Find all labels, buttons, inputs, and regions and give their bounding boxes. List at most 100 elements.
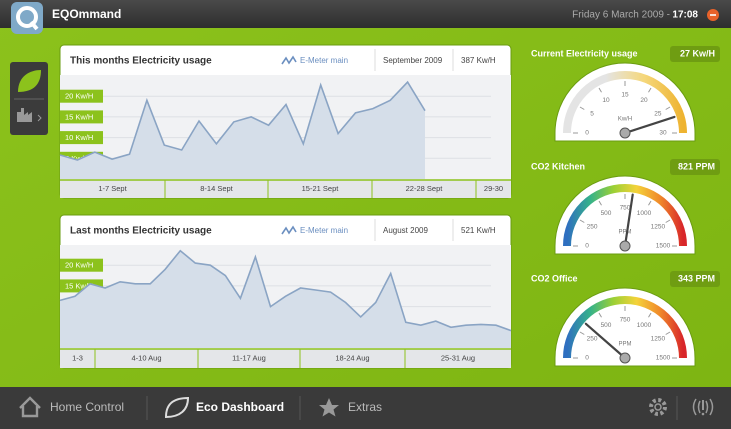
settings-icon[interactable] <box>649 398 667 416</box>
y-tick-label: 10 Kw/H <box>65 133 93 142</box>
gauge-tick-label: 1000 <box>637 322 652 329</box>
gauge-title: CO2 Kitchen <box>531 161 585 171</box>
x-tick-label: 18-24 Aug <box>335 353 369 362</box>
gauge-needle <box>623 115 676 135</box>
gauge-tick-label: 500 <box>601 322 612 329</box>
app-name: EQOmmand <box>52 7 121 21</box>
gauge-tick <box>665 106 671 110</box>
gauge-tick-label: 20 <box>640 97 648 104</box>
eco-icon[interactable] <box>18 70 41 92</box>
gauge-unit: PPM <box>618 342 631 348</box>
gauge-tick-label: 1500 <box>656 243 671 250</box>
total: 521 Kw/H <box>461 226 496 235</box>
y-tick-label: 15 Kw/H <box>65 281 93 290</box>
gauge-tick-label: 1250 <box>651 224 666 231</box>
y-tick-label: 20 Kw/H <box>65 261 93 270</box>
gauge-tick-label: 15 <box>621 92 629 99</box>
gauge-value: 343 PPM <box>678 273 715 283</box>
logo-mark <box>16 6 38 28</box>
gauge-tick <box>579 106 585 110</box>
gauge-tick-label: 0 <box>585 355 589 362</box>
y-tick-tag <box>60 131 103 145</box>
gauge-tick-label: 1250 <box>651 336 666 343</box>
gauge-title: CO2 Office <box>531 273 578 283</box>
gauge-tick-label: 0 <box>585 243 589 250</box>
usage-area <box>60 250 511 348</box>
top-bar <box>0 0 731 28</box>
gauge-tick-label: 10 <box>602 97 610 104</box>
home-icon <box>19 396 41 418</box>
gauge-title: Current Electricity usage <box>531 48 638 58</box>
usage-line <box>59 249 512 332</box>
chart-title: Last months Electricity usage <box>70 226 212 237</box>
gauge-tick-label: 250 <box>587 336 598 343</box>
x-tick-label: 1-3 <box>72 353 83 362</box>
gauge-unit: Kw/H <box>618 117 632 123</box>
gauge-tick-label: 30 <box>659 130 667 137</box>
total: 387 Kw/H <box>461 56 496 65</box>
time: 17:08 <box>672 10 698 21</box>
gauge-arc <box>563 296 687 359</box>
legend-label: E-Meter main <box>300 226 348 235</box>
gauge-needle <box>584 322 627 360</box>
arrow <box>37 114 42 122</box>
gauge-tick <box>598 312 602 318</box>
legend-icon <box>281 55 297 65</box>
gauge-tick <box>648 87 652 93</box>
gauge-value-box <box>670 46 720 62</box>
gauge-tick <box>598 87 602 93</box>
y-tick-tag <box>60 89 103 103</box>
x-tick-label: 11-17 Aug <box>232 353 266 362</box>
nav-bar <box>0 387 731 429</box>
y-tick-label: 15 Kw/H <box>65 112 93 121</box>
gauge-hub <box>619 240 631 252</box>
x-tick-label: 1-7 Sept <box>98 184 127 193</box>
x-tick-label: 4-10 Aug <box>131 353 161 362</box>
x-tick-label: 8-14 Sept <box>200 184 233 193</box>
gauge-tick-label: 1500 <box>656 355 671 362</box>
gauge-value: 821 PPM <box>678 161 715 171</box>
gauge-tick <box>579 331 585 335</box>
gauge-tick <box>579 219 585 223</box>
x-axis-bar <box>60 180 511 198</box>
industry-icon[interactable] <box>17 108 32 122</box>
legend-label: E-Meter main <box>300 56 348 65</box>
legend-icon <box>281 225 297 235</box>
gauge-value-box <box>670 271 720 287</box>
x-tick-label: 22-28 Sept <box>406 184 444 193</box>
x-tick-label: 25-31 Aug <box>441 353 475 362</box>
period: August 2009 <box>383 226 428 235</box>
gauge-needle <box>623 193 634 248</box>
gauge-tick-label: 1000 <box>637 210 652 217</box>
gauge-tick-label: 5 <box>590 111 594 118</box>
gauge-tick <box>598 200 602 206</box>
gauge-tick-label: 250 <box>587 224 598 231</box>
eco-icon <box>164 396 190 419</box>
nav-item[interactable]: Home Control <box>50 400 124 414</box>
nav-item[interactable]: Eco Dashboard <box>196 400 284 414</box>
gauge-tick-label: 0 <box>585 130 589 137</box>
nav-item[interactable]: Extras <box>348 400 382 414</box>
gauge-tick-label: 25 <box>654 111 662 118</box>
gauge-tick-label: 750 <box>620 205 631 212</box>
gauge-unit: PPM <box>618 230 631 236</box>
gauge-tick <box>648 200 652 206</box>
y-tick-label: 5 Kw/H <box>65 154 89 163</box>
usage-line <box>59 80 426 161</box>
gauge-tick <box>665 219 671 223</box>
gauge-tick-label: 750 <box>620 317 631 324</box>
gauge-arc <box>563 184 687 247</box>
y-tick-tag <box>60 258 103 272</box>
alert-icon[interactable] <box>692 398 714 416</box>
gauge-tick <box>665 331 671 335</box>
period: September 2009 <box>383 56 443 65</box>
x-axis-bar <box>60 349 511 368</box>
gauge-tick-label: 500 <box>601 210 612 217</box>
star-icon <box>319 398 339 417</box>
logo-mark <box>29 20 39 31</box>
y-tick-tag <box>60 110 103 124</box>
date: Friday 6 March 2009 - <box>572 10 670 21</box>
x-tick-label: 29-30 <box>484 184 503 193</box>
gauge-value-box <box>670 159 720 175</box>
